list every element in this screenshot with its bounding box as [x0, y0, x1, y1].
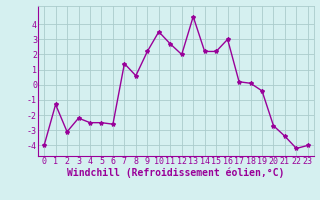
X-axis label: Windchill (Refroidissement éolien,°C): Windchill (Refroidissement éolien,°C)	[67, 168, 285, 178]
